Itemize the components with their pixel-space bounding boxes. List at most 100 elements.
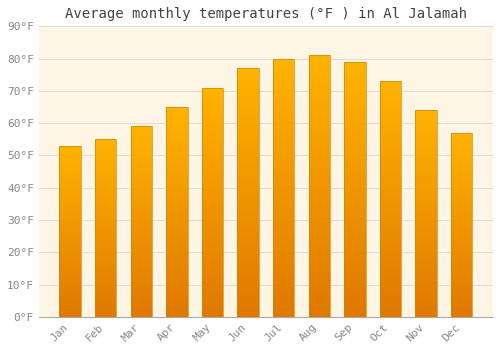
Bar <box>308 194 330 197</box>
Bar <box>238 302 259 304</box>
Bar <box>166 170 188 172</box>
Bar <box>130 244 152 246</box>
Bar <box>95 159 116 161</box>
Bar <box>202 156 223 159</box>
Bar <box>451 172 472 173</box>
Bar <box>344 100 366 103</box>
Bar <box>238 175 259 177</box>
Bar <box>238 252 259 255</box>
Bar <box>60 250 81 252</box>
Bar <box>95 169 116 171</box>
Bar <box>380 310 401 312</box>
Bar <box>238 202 259 205</box>
Bar <box>60 298 81 300</box>
Bar <box>202 184 223 186</box>
Bar <box>344 286 366 289</box>
Bar <box>166 279 188 281</box>
Bar <box>380 277 401 279</box>
Bar <box>308 236 330 238</box>
Bar <box>273 182 294 185</box>
Bar <box>95 176 116 178</box>
Bar <box>451 221 472 223</box>
Bar <box>451 136 472 138</box>
Bar <box>273 262 294 265</box>
Bar <box>308 92 330 94</box>
Bar <box>166 182 188 184</box>
Bar <box>130 189 152 191</box>
Bar <box>273 164 294 167</box>
Bar <box>273 90 294 92</box>
Bar <box>130 222 152 224</box>
Bar <box>202 115 223 117</box>
Bar <box>416 178 437 181</box>
Bar <box>344 225 366 228</box>
Bar <box>95 164 116 166</box>
Bar <box>238 88 259 91</box>
Bar <box>380 279 401 281</box>
Bar <box>451 160 472 162</box>
Bar <box>166 151 188 153</box>
Bar <box>380 185 401 187</box>
Bar <box>60 247 81 248</box>
Bar <box>273 239 294 242</box>
Bar <box>416 246 437 248</box>
Bar <box>130 296 152 298</box>
Bar <box>380 260 401 262</box>
Bar <box>238 106 259 108</box>
Bar <box>130 224 152 225</box>
Bar <box>380 298 401 300</box>
Bar <box>344 212 366 215</box>
Bar <box>273 116 294 118</box>
Bar <box>166 143 188 145</box>
Bar <box>273 58 294 61</box>
Bar <box>451 273 472 274</box>
Bar <box>344 245 366 248</box>
Bar <box>451 181 472 182</box>
Bar <box>273 193 294 195</box>
Bar <box>60 195 81 197</box>
Bar <box>273 294 294 296</box>
Bar <box>130 210 152 212</box>
Bar <box>238 235 259 237</box>
Bar <box>60 166 81 168</box>
Bar <box>202 142 223 145</box>
Bar <box>202 207 223 209</box>
Bar <box>95 244 116 246</box>
Bar <box>380 265 401 267</box>
Bar <box>344 266 366 268</box>
Bar <box>416 110 437 112</box>
Bar <box>451 210 472 212</box>
Bar <box>238 123 259 125</box>
Bar <box>380 251 401 253</box>
Bar <box>60 276 81 278</box>
Bar <box>308 162 330 165</box>
Bar <box>273 288 294 291</box>
Bar <box>238 227 259 230</box>
Bar <box>416 181 437 182</box>
Bar <box>451 241 472 243</box>
Bar <box>308 87 330 89</box>
Bar <box>202 122 223 124</box>
Bar <box>130 218 152 220</box>
Bar <box>344 179 366 182</box>
Bar <box>273 314 294 317</box>
Bar <box>308 82 330 84</box>
Bar <box>380 223 401 225</box>
Bar <box>451 264 472 265</box>
Bar <box>166 256 188 258</box>
Bar <box>130 309 152 311</box>
Bar <box>380 246 401 248</box>
Bar <box>344 90 366 92</box>
Bar <box>60 259 81 260</box>
Bar <box>238 100 259 103</box>
Bar <box>238 148 259 150</box>
Bar <box>60 253 81 255</box>
Bar <box>380 84 401 86</box>
Bar <box>273 133 294 136</box>
Bar <box>60 252 81 253</box>
Bar <box>451 201 472 203</box>
Bar <box>202 170 223 173</box>
Bar <box>344 92 366 95</box>
Bar <box>95 303 116 304</box>
Bar <box>60 192 81 194</box>
